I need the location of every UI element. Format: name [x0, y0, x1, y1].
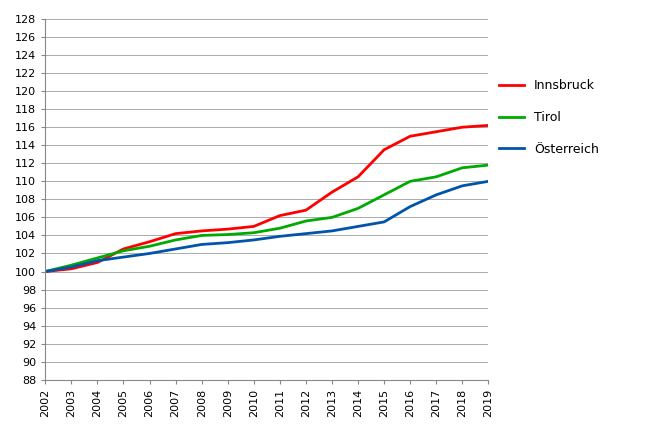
Tirol [250, 230, 258, 235]
Österreich [94, 258, 102, 263]
Österreich [380, 219, 388, 225]
Legend: Innsbruck, Tirol, Österreich: Innsbruck, Tirol, Österreich [499, 79, 599, 156]
Österreich [197, 242, 205, 247]
Innsbruck [171, 231, 179, 236]
Innsbruck [197, 229, 205, 234]
Tirol [120, 248, 128, 253]
Österreich [276, 234, 284, 239]
Innsbruck [146, 239, 154, 245]
Österreich [120, 254, 128, 260]
Tirol [406, 179, 414, 184]
Innsbruck [354, 174, 362, 179]
Tirol [171, 237, 179, 242]
Innsbruck [68, 266, 76, 271]
Österreich [68, 264, 76, 270]
Österreich [484, 179, 492, 184]
Tirol [197, 233, 205, 238]
Innsbruck [458, 124, 466, 130]
Tirol [432, 174, 440, 179]
Tirol [380, 192, 388, 197]
Tirol [484, 162, 492, 168]
Innsbruck [41, 269, 50, 274]
Line: Innsbruck: Innsbruck [45, 125, 488, 271]
Tirol [328, 215, 336, 220]
Österreich [171, 246, 179, 251]
Tirol [41, 269, 50, 274]
Innsbruck [302, 208, 310, 213]
Innsbruck [406, 133, 414, 139]
Österreich [250, 237, 258, 242]
Innsbruck [120, 246, 128, 251]
Österreich [328, 229, 336, 234]
Innsbruck [484, 123, 492, 128]
Tirol [94, 255, 102, 260]
Line: Österreich: Österreich [45, 181, 488, 271]
Tirol [68, 263, 76, 268]
Innsbruck [276, 213, 284, 218]
Österreich [432, 192, 440, 197]
Innsbruck [328, 190, 336, 195]
Innsbruck [380, 147, 388, 152]
Innsbruck [250, 224, 258, 229]
Tirol [302, 219, 310, 224]
Tirol [276, 226, 284, 231]
Tirol [146, 244, 154, 249]
Innsbruck [94, 260, 102, 265]
Österreich [302, 231, 310, 236]
Österreich [146, 251, 154, 256]
Österreich [406, 204, 414, 209]
Österreich [223, 240, 231, 245]
Österreich [41, 269, 50, 274]
Österreich [354, 224, 362, 229]
Innsbruck [223, 226, 231, 232]
Tirol [223, 232, 231, 237]
Line: Tirol: Tirol [45, 165, 488, 271]
Österreich [458, 183, 466, 188]
Tirol [354, 206, 362, 211]
Innsbruck [432, 129, 440, 134]
Tirol [458, 165, 466, 170]
